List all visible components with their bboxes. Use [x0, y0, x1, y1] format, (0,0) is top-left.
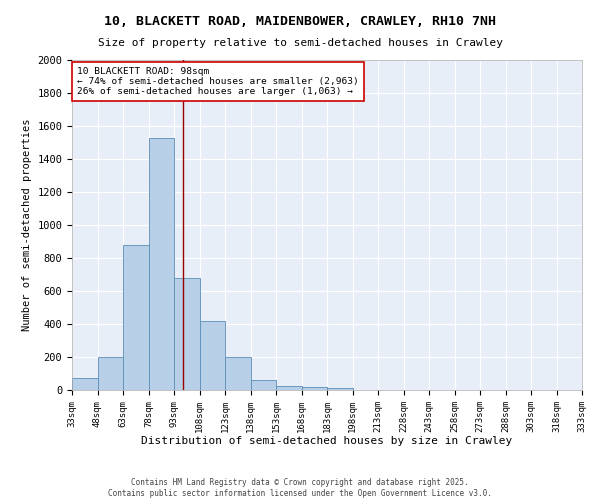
Bar [327, 388, 353, 390]
Bar [302, 386, 327, 390]
Bar [149, 138, 174, 390]
Text: Size of property relative to semi-detached houses in Crawley: Size of property relative to semi-detach… [97, 38, 503, 48]
Text: 10, BLACKETT ROAD, MAIDENBOWER, CRAWLEY, RH10 7NH: 10, BLACKETT ROAD, MAIDENBOWER, CRAWLEY,… [104, 15, 496, 28]
Bar [72, 378, 97, 390]
X-axis label: Distribution of semi-detached houses by size in Crawley: Distribution of semi-detached houses by … [142, 436, 512, 446]
Bar [225, 357, 251, 390]
Bar [251, 380, 276, 390]
Bar [276, 386, 302, 390]
Bar [123, 245, 149, 390]
Bar [200, 320, 225, 390]
Text: Contains HM Land Registry data © Crown copyright and database right 2025.
Contai: Contains HM Land Registry data © Crown c… [108, 478, 492, 498]
Text: 10 BLACKETT ROAD: 98sqm
← 74% of semi-detached houses are smaller (2,963)
26% of: 10 BLACKETT ROAD: 98sqm ← 74% of semi-de… [77, 66, 359, 96]
Bar [97, 357, 123, 390]
Bar [174, 278, 200, 390]
Y-axis label: Number of semi-detached properties: Number of semi-detached properties [22, 118, 32, 331]
